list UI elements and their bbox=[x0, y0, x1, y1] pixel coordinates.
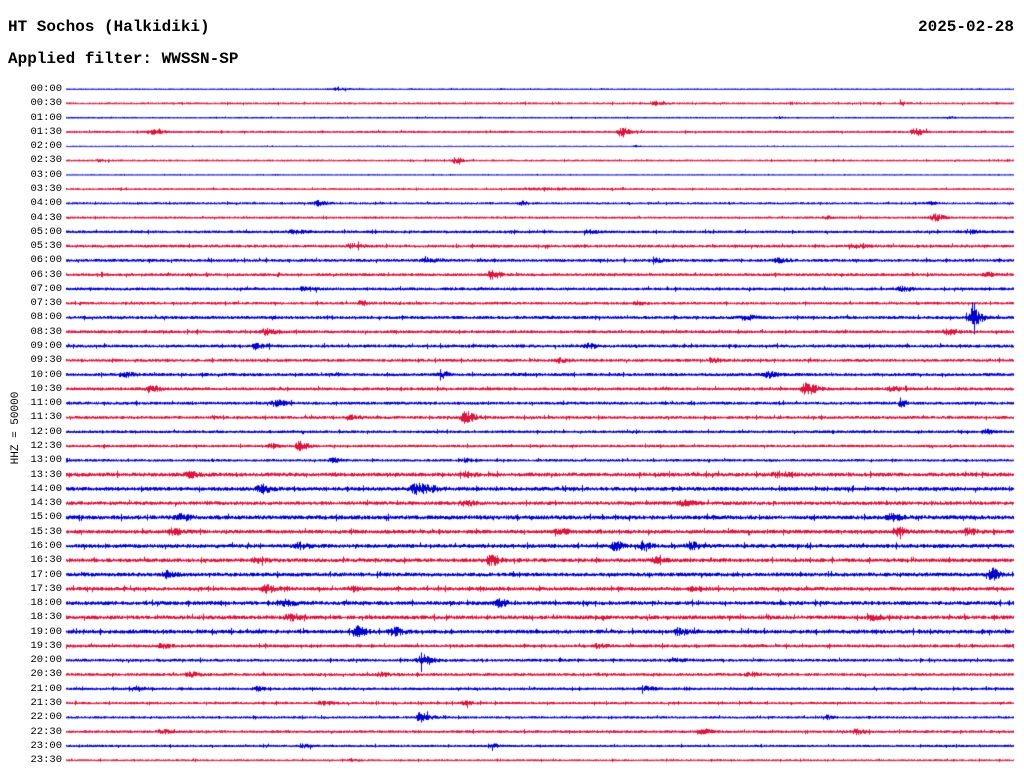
time-label: 01:30 bbox=[30, 125, 62, 138]
time-label: 21:30 bbox=[30, 697, 62, 710]
date-label: 2025-02-28 bbox=[917, 18, 1014, 36]
time-label: 15:00 bbox=[30, 511, 62, 524]
time-label: 19:30 bbox=[30, 639, 62, 652]
time-label: 00:00 bbox=[30, 83, 62, 95]
time-label: 08:00 bbox=[30, 311, 62, 324]
time-label: 07:30 bbox=[30, 297, 62, 310]
time-label: 17:30 bbox=[30, 582, 62, 595]
time-label: 05:30 bbox=[30, 240, 62, 253]
time-label: 08:30 bbox=[30, 325, 62, 338]
time-label: 17:00 bbox=[30, 568, 62, 581]
time-label: 09:30 bbox=[30, 354, 62, 367]
time-label: 03:00 bbox=[30, 168, 62, 181]
time-label: 16:00 bbox=[30, 539, 62, 552]
time-label: 18:30 bbox=[30, 611, 62, 624]
time-label: 22:00 bbox=[30, 711, 62, 724]
time-label: 04:00 bbox=[30, 197, 62, 210]
station-title: HT Sochos (Halkidiki) bbox=[8, 18, 210, 36]
time-label: 06:30 bbox=[30, 268, 62, 281]
time-label: 05:00 bbox=[30, 225, 62, 238]
time-label: 11:30 bbox=[30, 411, 62, 424]
time-label: 18:00 bbox=[30, 597, 62, 610]
time-label: 13:30 bbox=[30, 468, 62, 481]
time-label: 07:00 bbox=[30, 282, 62, 295]
time-label: 14:00 bbox=[30, 482, 62, 495]
time-label: 23:00 bbox=[30, 739, 62, 752]
time-label: 20:00 bbox=[30, 654, 62, 667]
time-label: 00:30 bbox=[30, 97, 62, 110]
time-label: 02:00 bbox=[30, 140, 62, 153]
time-label: 02:30 bbox=[30, 154, 62, 167]
time-label: 04:30 bbox=[30, 211, 62, 224]
time-label: 03:30 bbox=[30, 182, 62, 195]
time-label: 12:30 bbox=[30, 440, 62, 452]
time-label: 11:00 bbox=[30, 397, 62, 410]
time-label: 20:30 bbox=[30, 668, 62, 681]
time-label: 10:30 bbox=[30, 382, 62, 395]
time-label: 12:00 bbox=[30, 425, 62, 438]
time-label: 10:00 bbox=[30, 368, 62, 381]
time-label: 01:00 bbox=[30, 111, 62, 124]
time-label: 19:00 bbox=[30, 625, 62, 638]
time-label: 06:00 bbox=[30, 254, 62, 267]
time-label: 09:00 bbox=[30, 340, 62, 353]
time-label: 21:00 bbox=[30, 682, 62, 695]
time-label: 15:30 bbox=[30, 525, 62, 538]
time-label: 23:30 bbox=[30, 754, 62, 767]
time-labels: 00:00 00:30 01:00 01:30 02:00 02:30 03:00 03:30… bbox=[0, 0, 62, 780]
filter-label: Applied filter: WWSSN-SP bbox=[8, 50, 239, 68]
time-label: 22:30 bbox=[30, 725, 62, 738]
header: HT Sochos (Halkidiki) 2025-02-28 bbox=[8, 18, 1014, 36]
time-label: 14:30 bbox=[30, 497, 62, 510]
time-label: 16:30 bbox=[30, 554, 62, 567]
time-label: 13:00 bbox=[30, 454, 62, 467]
